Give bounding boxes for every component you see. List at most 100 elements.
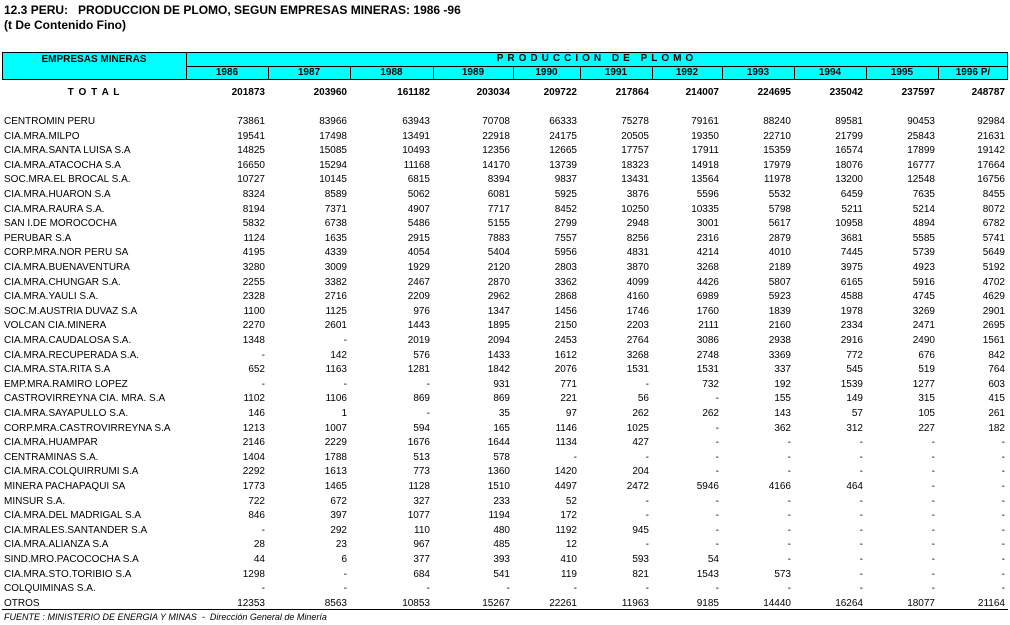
cell: 1561 bbox=[982, 335, 1005, 346]
year-header: 1996 P/ bbox=[955, 67, 991, 78]
year-header: 1989 bbox=[461, 67, 485, 78]
cell: 3362 bbox=[554, 276, 577, 288]
cell: 8394 bbox=[487, 174, 510, 186]
cell: 1106 bbox=[325, 393, 347, 405]
cell: 10250 bbox=[621, 203, 649, 215]
cell: 63943 bbox=[402, 116, 430, 127]
cell: 4054 bbox=[407, 247, 430, 259]
row-label: CIA.MRA.CHUNGAR S.A. bbox=[4, 276, 121, 288]
cell: 2868 bbox=[554, 291, 577, 303]
cell: 541 bbox=[493, 568, 510, 580]
cell: 967 bbox=[413, 539, 430, 551]
cell: 2316 bbox=[696, 232, 719, 244]
cell: - bbox=[859, 451, 863, 463]
cell: 1676 bbox=[407, 437, 430, 449]
cell: 652 bbox=[248, 364, 265, 376]
cell: - bbox=[859, 510, 863, 522]
cell: 18076 bbox=[835, 159, 863, 171]
row-label: MINERA PACHAPAQUI SA bbox=[4, 481, 126, 492]
cell: 28 bbox=[253, 539, 265, 551]
cell: 1839 bbox=[768, 305, 791, 317]
cell: 2019 bbox=[407, 335, 430, 346]
cell: 13564 bbox=[691, 174, 719, 186]
cell: 142 bbox=[330, 349, 347, 361]
cell: 15085 bbox=[319, 145, 347, 157]
cell: 2094 bbox=[487, 335, 510, 346]
cell: 2146 bbox=[242, 437, 265, 449]
cell: 261 bbox=[988, 408, 1005, 419]
cell: - bbox=[261, 583, 265, 595]
cell: - bbox=[261, 524, 265, 536]
cell: 5916 bbox=[912, 276, 935, 288]
cell: 8072 bbox=[982, 203, 1005, 215]
cell: - bbox=[715, 583, 719, 595]
cell: 7883 bbox=[487, 232, 510, 244]
cell: 931 bbox=[493, 378, 510, 390]
year-header: 1988 bbox=[380, 67, 403, 78]
cell: - bbox=[931, 510, 935, 522]
header-divider bbox=[513, 66, 514, 80]
cell: - bbox=[715, 524, 719, 536]
cell: 79161 bbox=[691, 116, 719, 127]
cell: 1760 bbox=[696, 305, 719, 317]
cell: - bbox=[931, 583, 935, 595]
cell: 10145 bbox=[319, 174, 347, 186]
header-divider bbox=[186, 66, 1008, 67]
cell: 1433 bbox=[487, 349, 510, 361]
cell: 4166 bbox=[768, 481, 791, 492]
cell: 262 bbox=[632, 408, 649, 419]
cell: 578 bbox=[493, 451, 510, 463]
cell: 161182 bbox=[397, 87, 430, 98]
cell: 5741 bbox=[982, 232, 1005, 244]
cell: - bbox=[1001, 481, 1005, 492]
cell: 92984 bbox=[977, 116, 1005, 127]
cell: 13431 bbox=[621, 174, 649, 186]
cell: 1298 bbox=[242, 568, 265, 580]
cell: 22261 bbox=[549, 597, 577, 609]
cell: 5404 bbox=[487, 247, 510, 259]
cell: 21631 bbox=[977, 130, 1005, 142]
cell: 7635 bbox=[912, 189, 935, 200]
cell: 19350 bbox=[691, 130, 719, 142]
cell: 203960 bbox=[313, 87, 347, 98]
cell: 155 bbox=[774, 393, 791, 405]
cell: 1124 bbox=[243, 232, 265, 244]
cell: 485 bbox=[493, 539, 510, 551]
cell: 18323 bbox=[621, 159, 649, 171]
cell: 203034 bbox=[476, 87, 510, 98]
cell: 14825 bbox=[237, 145, 265, 157]
cell: 10727 bbox=[237, 174, 265, 186]
cell: 5798 bbox=[768, 203, 791, 215]
cell: - bbox=[645, 510, 649, 522]
cell: - bbox=[426, 583, 430, 595]
cell: 13200 bbox=[835, 174, 863, 186]
row-label: CIA.MRA.HUAMPAR bbox=[4, 437, 98, 449]
cell: 1213 bbox=[242, 422, 265, 434]
cell: 2962 bbox=[487, 291, 510, 303]
row-label: CORP.MRA.CASTROVIRREYNA S.A bbox=[4, 422, 171, 434]
cell: 2764 bbox=[626, 335, 649, 346]
cell: 415 bbox=[988, 393, 1005, 405]
row-label: COLQUIMINAS S.A. bbox=[4, 583, 96, 595]
row-label: CIA.MRALES.SANTANDER S.A bbox=[4, 524, 148, 536]
row-label: CORP.MRA.NOR PERU SA bbox=[4, 247, 129, 259]
cell: 12356 bbox=[482, 145, 510, 157]
cell: 54 bbox=[707, 554, 719, 565]
cell: - bbox=[1001, 510, 1005, 522]
cell: 976 bbox=[413, 305, 430, 317]
cell: 172 bbox=[560, 510, 577, 522]
cell: 4160 bbox=[626, 291, 649, 303]
cell: 594 bbox=[413, 422, 430, 434]
cell: 9185 bbox=[696, 597, 719, 609]
cell: 513 bbox=[413, 451, 430, 463]
cell: 8455 bbox=[982, 189, 1005, 200]
cell: - bbox=[715, 510, 719, 522]
cell: 2490 bbox=[912, 335, 935, 346]
cell: 7371 bbox=[324, 203, 347, 215]
cell: 480 bbox=[493, 524, 510, 536]
cell: - bbox=[645, 378, 649, 390]
cell: 2695 bbox=[982, 320, 1005, 332]
cell: 3009 bbox=[324, 262, 347, 273]
cell: 11963 bbox=[621, 597, 649, 609]
